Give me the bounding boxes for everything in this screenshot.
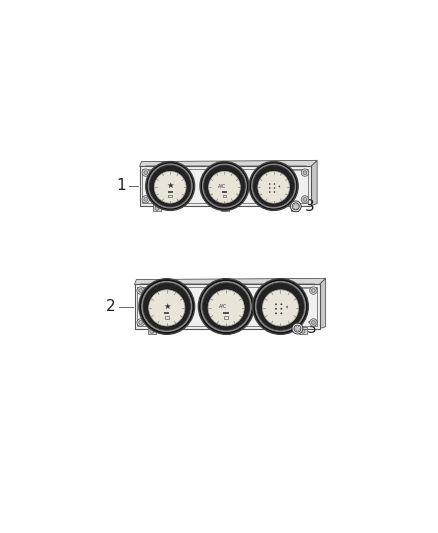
Circle shape [252,164,296,208]
Polygon shape [286,305,288,309]
Circle shape [262,290,299,326]
Circle shape [280,312,283,314]
Polygon shape [134,285,320,328]
Circle shape [139,320,142,324]
Bar [168,195,172,197]
Circle shape [292,203,299,210]
Circle shape [274,191,276,193]
Circle shape [301,196,309,203]
Bar [148,327,155,334]
Bar [299,327,307,334]
Bar [168,191,173,193]
Polygon shape [140,166,311,206]
Circle shape [142,169,149,176]
Circle shape [274,183,276,185]
Circle shape [294,325,301,332]
Text: 1: 1 [116,179,126,193]
Circle shape [139,289,142,293]
Bar [221,204,229,211]
Text: 3: 3 [307,321,317,336]
Circle shape [198,279,254,334]
Bar [224,317,228,319]
Text: A/C: A/C [218,183,226,189]
Circle shape [280,303,283,305]
Text: ★: ★ [163,302,170,311]
Circle shape [249,161,298,211]
Circle shape [202,283,250,330]
Circle shape [253,279,308,334]
Circle shape [148,290,185,326]
Bar [291,204,298,211]
Polygon shape [320,278,325,328]
Circle shape [303,198,307,201]
Text: 2: 2 [106,299,116,314]
Circle shape [269,187,271,189]
Polygon shape [134,278,325,285]
Bar [153,204,161,211]
Circle shape [142,196,149,203]
Circle shape [275,312,277,314]
Circle shape [310,319,317,326]
Bar [223,327,230,334]
Circle shape [275,303,277,305]
Circle shape [275,308,277,310]
Circle shape [202,164,247,208]
Circle shape [274,187,276,189]
Circle shape [139,279,194,334]
Circle shape [150,329,154,333]
Text: 3: 3 [305,199,315,214]
Circle shape [143,283,191,330]
Circle shape [142,281,192,332]
Circle shape [269,191,271,193]
Circle shape [301,169,309,176]
Circle shape [146,161,194,211]
Circle shape [258,171,290,203]
Circle shape [223,206,227,211]
Circle shape [269,183,271,185]
Circle shape [204,165,245,207]
Bar [164,312,170,314]
Circle shape [290,201,301,212]
Circle shape [280,308,283,310]
Circle shape [208,171,240,203]
Circle shape [154,171,186,203]
Circle shape [144,198,148,201]
Bar [223,312,229,314]
Bar [223,195,226,197]
Circle shape [311,289,315,293]
Polygon shape [140,160,317,166]
Circle shape [137,319,145,326]
Polygon shape [311,160,317,206]
Circle shape [301,329,305,333]
Circle shape [293,206,297,211]
Bar [222,191,227,193]
Circle shape [149,165,191,207]
Circle shape [155,206,159,211]
Circle shape [201,281,251,332]
Circle shape [148,164,192,208]
Circle shape [208,290,244,326]
Circle shape [224,329,229,333]
Text: A/C: A/C [219,304,228,309]
Circle shape [311,320,315,324]
Polygon shape [278,185,280,188]
Circle shape [255,281,306,332]
Circle shape [137,287,145,294]
Circle shape [257,283,304,330]
Circle shape [200,161,249,211]
Circle shape [292,323,303,334]
Circle shape [303,171,307,174]
Circle shape [253,165,294,207]
Circle shape [144,171,148,174]
Circle shape [310,287,317,294]
Text: ★: ★ [166,181,174,190]
Bar [165,317,169,319]
